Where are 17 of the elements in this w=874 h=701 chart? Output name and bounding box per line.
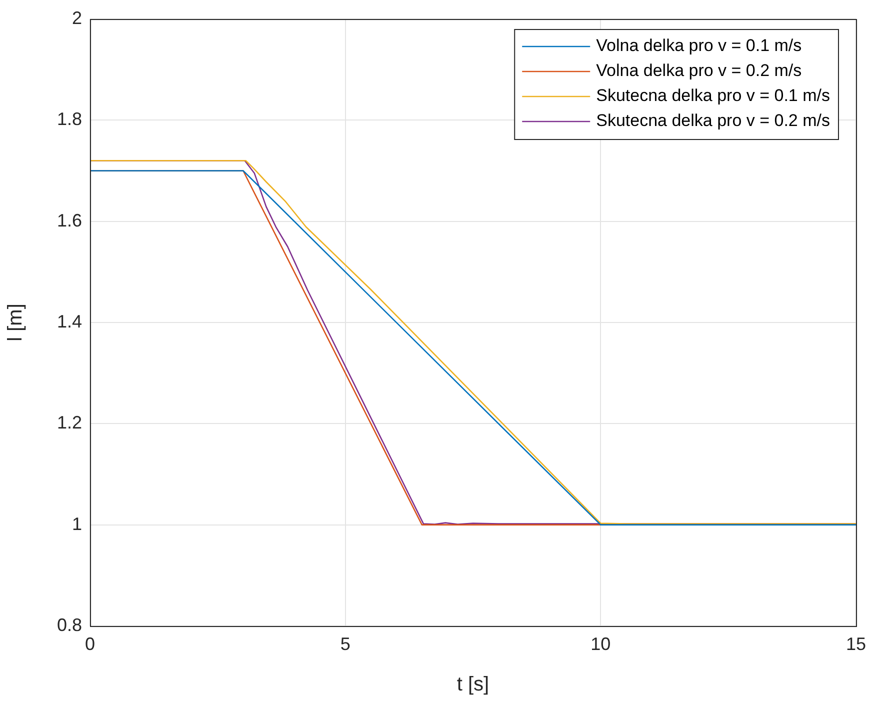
x-tick-label: 15 (846, 634, 866, 654)
y-tick-label: 2 (72, 8, 82, 28)
legend-label: Volna delka pro v = 0.1 m/s (596, 36, 802, 56)
legend-label: Skutecna delka pro v = 0.2 m/s (596, 111, 830, 130)
y-axis-title: l [m] (4, 304, 27, 342)
y-tick-label: 1.2 (56, 412, 82, 433)
y-tick-label: 0.8 (56, 614, 82, 635)
y-tick-label: 1.6 (56, 210, 82, 230)
legend-label: Volna delka pro v = 0.2 m/s (596, 61, 802, 80)
y-tick-label: 1 (72, 514, 82, 534)
x-axis-title: t [s] (456, 674, 490, 696)
x-tick-label: 5 (340, 634, 350, 654)
x-tick-label: 0 (84, 634, 96, 654)
y-tick-label: 1.4 (56, 311, 82, 332)
legend-label: Skutecna delka pro v = 0.1 m/s (596, 86, 830, 106)
x-tick-label: 10 (590, 634, 611, 654)
y-tick-label: 1.8 (56, 109, 82, 130)
